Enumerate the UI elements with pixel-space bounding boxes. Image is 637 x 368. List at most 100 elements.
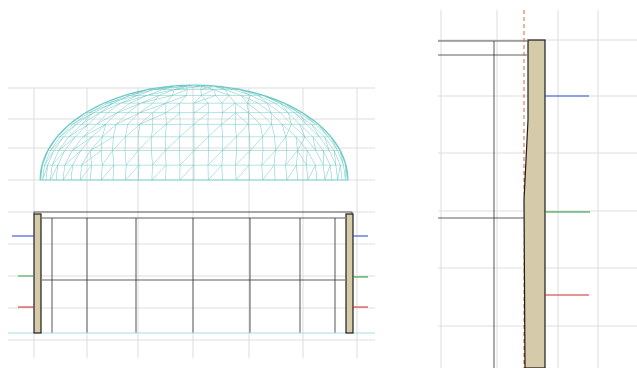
dome-mesh-edge [104,95,126,104]
dome-mesh-edge [312,136,324,151]
dome-mesh-edge [297,150,307,166]
dome-mesh-edge [235,164,250,181]
dome-mesh-edge [112,136,114,151]
level-markers-section [545,95,590,296]
dome-mesh-edge [301,112,318,125]
dome-mesh-edge [59,124,77,138]
dome-mesh-edge [271,124,275,137]
dome-mesh-edge [44,150,55,166]
dome-mesh-edge [312,136,317,151]
dome-mesh-edge [213,89,216,96]
dome-mesh-edge [137,124,141,137]
dome-mesh-edge [240,95,248,104]
dome-mesh-edge [42,150,49,166]
elevation-view [8,84,375,358]
dome-mesh-edge [193,136,209,151]
dome-mesh-edge [107,95,138,104]
dome-mesh-edge [262,95,284,104]
dome-mesh-edge [235,112,249,125]
dome-mesh-edge [137,150,140,166]
dome-mesh-edge [116,112,140,125]
dome-mesh-edge [299,124,313,138]
dome-mesh-edge [262,124,272,138]
dome-mesh-edge [322,150,331,166]
dome-mesh-edge [250,95,268,104]
dome-mesh-edge [201,95,209,104]
dome-mesh-edge [96,112,118,125]
dome-mesh-edge [137,136,152,151]
dome-mesh-edge [81,112,94,125]
dome-mesh-edge [262,164,275,181]
dome-mesh-edge [279,102,300,114]
dome-mesh-edge [247,124,251,137]
dome-mesh-edge [330,136,341,151]
dome-mesh-edge [208,164,223,181]
dome-mesh-edge [215,95,223,104]
dome-mesh-edge [228,95,236,104]
dome-mesh-edge [68,123,89,138]
dome-mesh-edge [333,150,337,166]
dome-mesh-edge [93,102,114,114]
dome-mesh-edge [57,150,66,166]
dome-mesh-edge [193,95,202,104]
dome-mesh-edge [221,150,223,166]
dome-mesh-edge [240,95,259,104]
dome-mesh-edge [151,150,153,166]
dome-mesh-edge [222,136,237,151]
dome-mesh-edge [248,165,250,181]
dome-mesh-edge [257,102,272,114]
dome-mesh-edge [124,150,127,166]
dome-mesh-edge [339,150,344,166]
dome-mesh-edge [165,150,167,166]
dome-mesh-edge [47,136,58,151]
dome-mesh-edge [249,136,263,151]
dome-mesh-edge [201,85,214,90]
dome-mesh-edge [68,124,82,138]
dome-mesh-edge [306,150,316,166]
dome-mesh-edge [130,89,155,96]
dome-mesh-edge [337,165,341,181]
right-wall-section [345,213,354,334]
dome-mesh-edge [80,164,92,181]
dome-mesh-edge [337,150,344,166]
dome-mesh-edge [137,89,155,96]
dome-mesh-edge [179,164,195,181]
dome-mesh-edge [324,136,335,151]
dome-mesh-edge [274,102,289,114]
dome-mesh-edge [81,150,102,166]
dome-mesh-edge [315,165,318,181]
dome-mesh-edge [90,165,92,181]
dome-mesh-edge [116,102,141,114]
dome-mesh-edge [165,102,180,114]
dome-mesh-edge [72,112,89,125]
dome-mesh-edge [90,136,103,151]
dome-mesh-edge [112,136,126,151]
dome-mesh-edge [333,150,341,166]
dome-mesh-edge [72,136,84,151]
dome-mesh-edge [295,136,308,151]
dome-mesh-edge [260,112,272,125]
dome-mesh [39,84,349,181]
dome-mesh-edge [63,124,77,138]
dome-mesh-edge [100,165,103,181]
dome-mesh-edge [288,112,300,125]
dome-mesh-edge [50,136,61,151]
dome-mesh-edge [166,112,180,125]
dome-mesh-edge [113,95,131,104]
dome-mesh-edge [179,124,195,138]
dome-mesh-edge [139,112,153,125]
dome-mesh-edge [50,165,53,181]
dome-mesh-edge [125,164,140,181]
dome-mesh-edge [343,165,346,181]
dome-mesh-edge [221,112,236,125]
dome-mesh-edge [257,95,275,104]
dome-mesh-edge [174,85,187,90]
dome-mesh-edge [221,112,223,125]
dome-mesh-edge [42,165,48,181]
dome-mesh-edge [140,95,160,104]
dome-mesh-edge [275,136,286,151]
dome-mesh-edge [120,95,148,104]
dome-mesh-edge [304,136,316,151]
dome-mesh-edge [179,95,187,104]
